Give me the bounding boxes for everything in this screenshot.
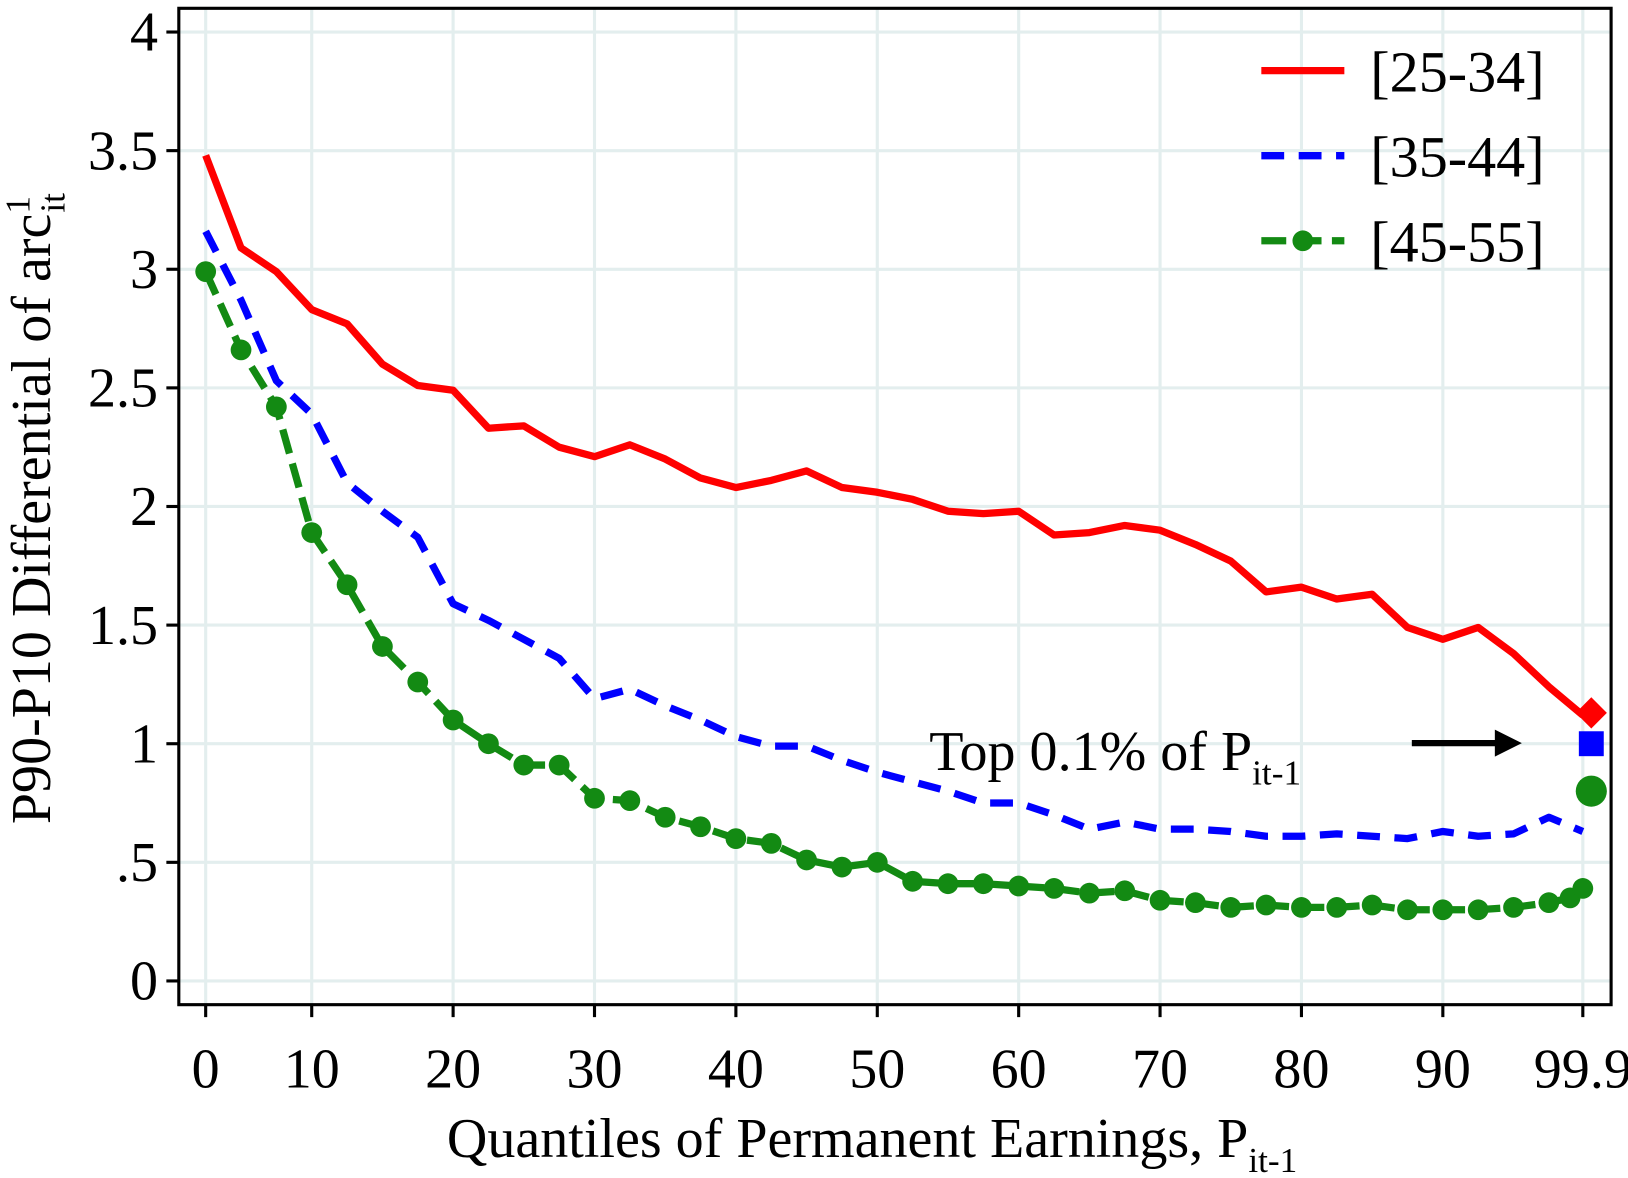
marker-circle	[301, 522, 323, 543]
y-tick-label: .5	[116, 832, 158, 894]
series-line	[202, 270, 1585, 914]
marker-circle	[372, 636, 393, 657]
x-tick-label: 90	[1415, 1039, 1471, 1101]
marker-circle	[584, 787, 605, 809]
x-tick-label: 0	[192, 1039, 220, 1101]
series-line	[202, 154, 1586, 719]
marker-circle	[619, 790, 641, 812]
x-tick-label: 70	[1132, 1039, 1188, 1101]
y-axis-label: P90-P10 Differential of arc1it	[0, 193, 73, 824]
y-axis-label-sub: it	[34, 193, 73, 213]
marker-circle	[1397, 899, 1418, 921]
x-axis-label: Quantiles of Permanent Earnings, Pit-1	[447, 1108, 1297, 1178]
annotation-sub: it-1	[1252, 754, 1301, 793]
annotation-arrowhead	[1494, 729, 1522, 757]
y-tick-label: 4	[130, 2, 158, 64]
y-axis-label-text: P90-P10 Differential of arc	[1, 214, 63, 824]
annotation: Top 0.1% of Pit-1	[929, 721, 1301, 793]
x-tick-label: 40	[708, 1039, 764, 1101]
marker-circle	[1043, 878, 1065, 899]
marker-circle	[1503, 897, 1524, 918]
y-tick-label: 0	[130, 951, 158, 1013]
x-tick-label: 99.9	[1534, 1039, 1628, 1101]
marker-circle	[265, 396, 287, 418]
marker-circle	[1361, 894, 1383, 916]
marker-circle	[1291, 897, 1312, 918]
y-axis-label-sup: 1	[0, 196, 37, 214]
marker-circle	[1292, 230, 1314, 252]
marker-circle	[866, 851, 888, 873]
legend-label: [45-55]	[1370, 210, 1544, 275]
marker-circle	[1575, 775, 1607, 807]
marker-circle	[690, 816, 711, 838]
marker-circle	[972, 873, 994, 895]
y-tick-label: 3	[130, 239, 158, 301]
marker-circle	[548, 754, 570, 776]
x-tick-label: 10	[284, 1039, 340, 1101]
x-tick-label: 60	[991, 1039, 1047, 1101]
legend-label: [25-34]	[1370, 39, 1544, 104]
marker-circle	[725, 828, 747, 849]
marker-circle	[442, 709, 464, 731]
marker-circle	[831, 856, 853, 878]
x-axis-label-sub: it-1	[1248, 1141, 1297, 1178]
marker-circle	[654, 806, 676, 828]
y-tick-label: 1	[130, 713, 158, 775]
legend: [25-34] [35-44] [45-55]	[1261, 39, 1545, 275]
marker-circle	[1326, 897, 1348, 918]
x-tick-label: 30	[566, 1039, 622, 1101]
marker-circle	[1538, 892, 1560, 914]
marker-circle	[937, 873, 959, 895]
annotation-text: Top 0.1% of P	[929, 721, 1252, 783]
marker-square	[1578, 731, 1604, 757]
grid	[178, 8, 1612, 1005]
marker-circle	[478, 733, 499, 755]
x-tick-label: 50	[849, 1039, 905, 1101]
marker-circle	[1078, 882, 1100, 904]
y-tick-label: 2	[130, 476, 158, 538]
x-axis-label-text: Quantiles of Permanent Earnings, P	[447, 1108, 1248, 1170]
y-tick-label: 3.5	[88, 120, 158, 182]
marker-diamond	[1575, 697, 1607, 729]
x-tick-label: 80	[1273, 1039, 1329, 1101]
marker-circle	[230, 339, 252, 361]
marker-circle	[1255, 894, 1277, 916]
marker-circle	[1149, 889, 1171, 911]
marker-circle	[513, 754, 535, 776]
series-line	[202, 229, 1585, 843]
marker-circle	[1008, 875, 1030, 897]
marker-circle	[1185, 892, 1206, 914]
marker-circle	[902, 870, 924, 892]
y-tick-label: 2.5	[88, 358, 158, 420]
marker-circle	[407, 671, 429, 693]
plot-area	[195, 154, 1607, 921]
marker-circle	[1114, 880, 1136, 902]
marker-circle	[1220, 897, 1242, 918]
marker-circle	[1572, 878, 1594, 899]
marker-circle	[336, 574, 358, 596]
marker-circle	[760, 832, 782, 854]
marker-circle	[195, 261, 217, 283]
x-tick-label: 20	[425, 1039, 481, 1101]
marker-circle	[1432, 899, 1454, 921]
legend-label: [35-44]	[1370, 124, 1544, 189]
y-tick-label: 1.5	[88, 595, 158, 657]
marker-circle	[1467, 899, 1489, 921]
marker-circle	[796, 849, 817, 871]
